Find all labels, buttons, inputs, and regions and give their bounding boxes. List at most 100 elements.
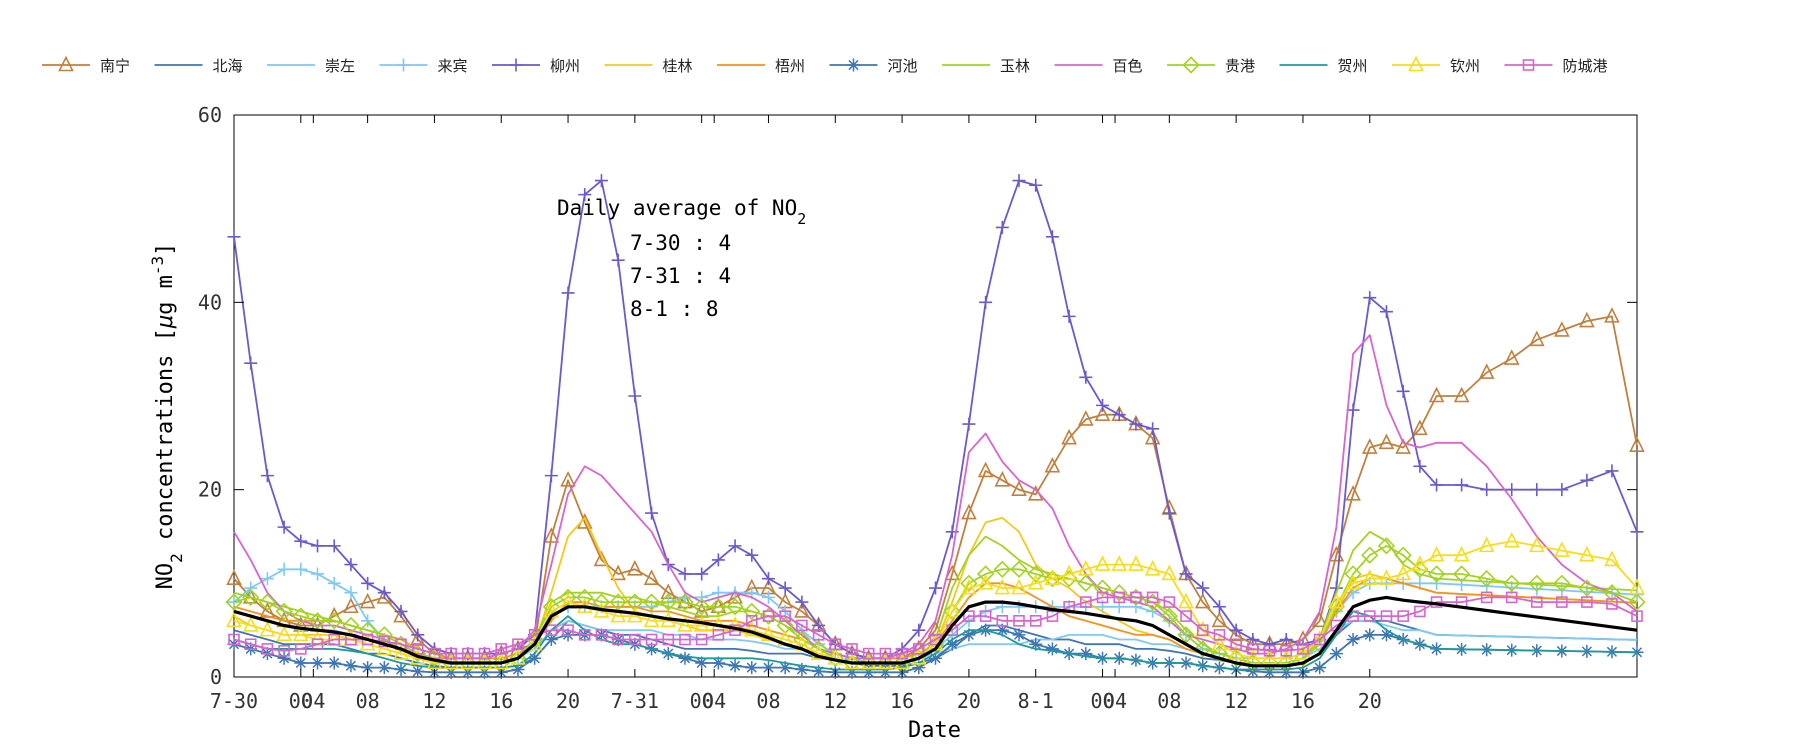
point-10-34 (793, 630, 811, 649)
point-7-34 (795, 663, 809, 677)
point-13-59 (1213, 629, 1226, 641)
point-0-79 (1604, 307, 1620, 323)
point-13-4 (295, 643, 307, 655)
point-13-40 (896, 647, 908, 660)
point-7-32 (761, 661, 775, 675)
point-10-20 (559, 588, 577, 607)
point-4-45 (979, 295, 993, 309)
x-tick-label-19: 16 (1291, 689, 1315, 713)
point-10-70 (1394, 546, 1412, 564)
legend-item-0: 南宁 (42, 55, 130, 75)
point-0-25 (643, 569, 660, 585)
point-7-3 (277, 651, 291, 665)
point-13-57 (1180, 610, 1192, 622)
point-12-18 (526, 634, 543, 651)
point-12-52 (1094, 555, 1111, 571)
point-12-8 (359, 634, 376, 651)
legend-label-4: 柳州 (550, 57, 580, 75)
point-12-49 (1044, 569, 1061, 585)
point-12-67 (1345, 574, 1361, 590)
point-4-75 (1505, 483, 1519, 497)
point-10-74 (1478, 570, 1496, 588)
legend-item-11: 贺州 (1279, 57, 1368, 75)
y-label-superscript: -3 (148, 256, 167, 275)
point-13-3 (278, 644, 290, 657)
point-4-46 (995, 220, 1009, 234)
x-tick-label-8: 00 (690, 689, 714, 713)
point-4-3 (277, 520, 291, 534)
point-12-36 (827, 648, 844, 665)
point-10-57 (1177, 626, 1195, 644)
point-4-8 (361, 576, 375, 590)
point-0-60 (1228, 625, 1244, 642)
point-4-29 (711, 553, 725, 567)
point-4-0 (227, 230, 241, 244)
point-13-6 (328, 633, 341, 646)
point-10-2 (258, 593, 277, 611)
point-12-32 (760, 625, 777, 642)
point-13-75 (1505, 591, 1518, 604)
point-7-37 (845, 665, 859, 679)
point-12-46 (994, 578, 1011, 595)
point-10-30 (726, 598, 744, 616)
point-0-29 (710, 597, 727, 614)
point-3-32 (761, 590, 775, 604)
point-4-19 (544, 469, 558, 483)
point-4-57 (1179, 567, 1193, 581)
point-12-10 (393, 644, 409, 660)
point-12-72 (1428, 545, 1445, 562)
point-7-39 (878, 665, 892, 679)
point-13-31 (745, 614, 758, 627)
point-12-35 (810, 644, 827, 660)
point-12-0 (226, 611, 242, 628)
point-4-28 (695, 567, 709, 581)
x-tick-label-4: 12 (422, 689, 446, 713)
y-tick-label-2: 40 (198, 290, 222, 314)
x-tick-label-2: 04 (301, 689, 325, 713)
point-13-60 (1230, 638, 1242, 651)
point-10-53 (1110, 584, 1128, 602)
point-0-68 (1361, 438, 1378, 454)
x-tick-label-15: 00 (1090, 689, 1114, 713)
point-13-51 (1080, 596, 1092, 608)
point-7-14 (461, 665, 475, 679)
point-10-29 (709, 598, 728, 616)
y-axis-label: NO2 concentrations [μg m-3] (148, 243, 186, 590)
point-13-79 (1606, 598, 1618, 610)
x-tick-label-11: 12 (823, 689, 847, 713)
point-4-11 (411, 628, 425, 642)
point-12-78 (1579, 545, 1595, 562)
point-0-72 (1428, 386, 1445, 403)
point-12-23 (610, 606, 626, 623)
annotation-title: Daily average of NO2 (557, 196, 806, 228)
point-13-39 (879, 647, 892, 660)
point-12-77 (1554, 541, 1570, 557)
point-13-77 (1556, 596, 1568, 608)
point-7-10 (394, 663, 408, 677)
point-0-8 (359, 592, 376, 609)
y-label-mu: μ (153, 315, 178, 329)
x-tick-label-7: 7-31 (611, 689, 659, 713)
point-10-72 (1427, 565, 1446, 583)
point-10-43 (943, 602, 961, 621)
point-4-69 (1379, 305, 1393, 319)
point-12-70 (1395, 564, 1411, 581)
point-4-53 (1112, 408, 1126, 422)
point-13-0 (228, 633, 240, 646)
legend-label-13: 防城港 (1563, 57, 1608, 75)
x-axis-label: Date (908, 718, 961, 743)
point-0-27 (677, 592, 693, 609)
point-4-33 (778, 581, 792, 595)
point-13-71 (1414, 605, 1426, 618)
legend-marker-7 (847, 58, 860, 72)
point-4-70 (1396, 384, 1410, 398)
point-12-50 (1061, 564, 1077, 581)
point-4-73 (1455, 478, 1469, 492)
point-4-10 (394, 604, 408, 618)
point-0-59 (1211, 611, 1228, 628)
point-13-55 (1146, 591, 1159, 604)
point-13-33 (779, 610, 791, 622)
point-7-63 (1279, 665, 1293, 679)
point-7-68 (1363, 628, 1377, 642)
point-12-55 (1144, 559, 1161, 576)
